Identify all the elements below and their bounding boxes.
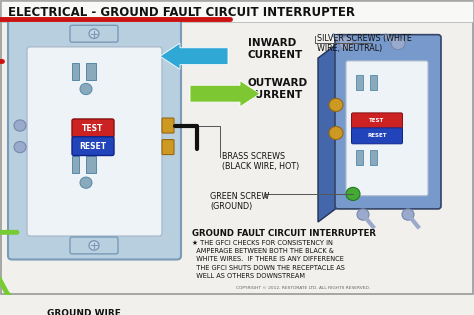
FancyBboxPatch shape bbox=[70, 237, 118, 254]
Text: RESET: RESET bbox=[367, 133, 387, 138]
Text: COPYRIGHT © 2012, RESTORATE LTD. ALL RIGHTS RESERVED.: COPYRIGHT © 2012, RESTORATE LTD. ALL RIG… bbox=[236, 286, 370, 290]
Circle shape bbox=[357, 209, 369, 220]
Circle shape bbox=[339, 37, 353, 50]
Bar bbox=[370, 75, 377, 90]
Circle shape bbox=[14, 141, 26, 153]
FancyArrow shape bbox=[160, 43, 228, 69]
Circle shape bbox=[346, 187, 360, 200]
Circle shape bbox=[391, 37, 405, 50]
FancyBboxPatch shape bbox=[162, 140, 174, 155]
Bar bbox=[356, 75, 363, 90]
Bar bbox=[72, 157, 79, 173]
Bar bbox=[356, 150, 363, 165]
FancyBboxPatch shape bbox=[352, 128, 402, 144]
Bar bbox=[1, 1, 473, 21]
Circle shape bbox=[80, 83, 92, 94]
FancyArrow shape bbox=[190, 81, 260, 107]
FancyBboxPatch shape bbox=[162, 118, 174, 133]
Text: OUTWARD
CURRENT: OUTWARD CURRENT bbox=[248, 78, 308, 100]
Circle shape bbox=[402, 209, 414, 220]
Polygon shape bbox=[318, 39, 343, 222]
FancyBboxPatch shape bbox=[72, 119, 114, 138]
Text: RESET: RESET bbox=[80, 142, 107, 151]
Text: SILVER SCREWS (WHITE
WIRE, NEUTRAL): SILVER SCREWS (WHITE WIRE, NEUTRAL) bbox=[317, 34, 412, 53]
Text: TEST: TEST bbox=[82, 124, 104, 133]
Circle shape bbox=[329, 98, 343, 112]
Bar bbox=[86, 157, 96, 173]
Text: BRASS SCREWS
(BLACK WIRE, HOT): BRASS SCREWS (BLACK WIRE, HOT) bbox=[222, 152, 299, 171]
Bar bbox=[86, 63, 96, 80]
Circle shape bbox=[89, 29, 99, 38]
FancyBboxPatch shape bbox=[8, 20, 181, 260]
FancyBboxPatch shape bbox=[346, 61, 428, 196]
FancyBboxPatch shape bbox=[27, 47, 162, 236]
Text: GREEN SCREW
(GROUND): GREEN SCREW (GROUND) bbox=[210, 192, 269, 211]
FancyBboxPatch shape bbox=[335, 35, 441, 209]
Text: ELECTRICAL - GROUND FAULT CIRCUIT INTERRUPTER: ELECTRICAL - GROUND FAULT CIRCUIT INTERR… bbox=[8, 6, 355, 19]
FancyBboxPatch shape bbox=[72, 137, 114, 156]
Text: GROUND WIRE: GROUND WIRE bbox=[47, 309, 121, 315]
Circle shape bbox=[80, 177, 92, 188]
FancyBboxPatch shape bbox=[352, 113, 402, 129]
Circle shape bbox=[89, 241, 99, 250]
Circle shape bbox=[14, 120, 26, 131]
Text: GROUND FAULT CIRCUIT INTERRUPTER: GROUND FAULT CIRCUIT INTERRUPTER bbox=[192, 229, 376, 238]
Text: INWARD
CURRENT: INWARD CURRENT bbox=[248, 37, 303, 60]
FancyBboxPatch shape bbox=[70, 25, 118, 42]
Circle shape bbox=[329, 126, 343, 140]
Bar bbox=[72, 63, 79, 80]
Text: ★ THE GFCI CHECKS FOR CONSISTENCY IN
  AMPERAGE BETWEEN BOTH THE BLACK &
  WHITE: ★ THE GFCI CHECKS FOR CONSISTENCY IN AMP… bbox=[192, 240, 345, 279]
Text: TEST: TEST bbox=[369, 118, 384, 123]
Bar bbox=[370, 150, 377, 165]
